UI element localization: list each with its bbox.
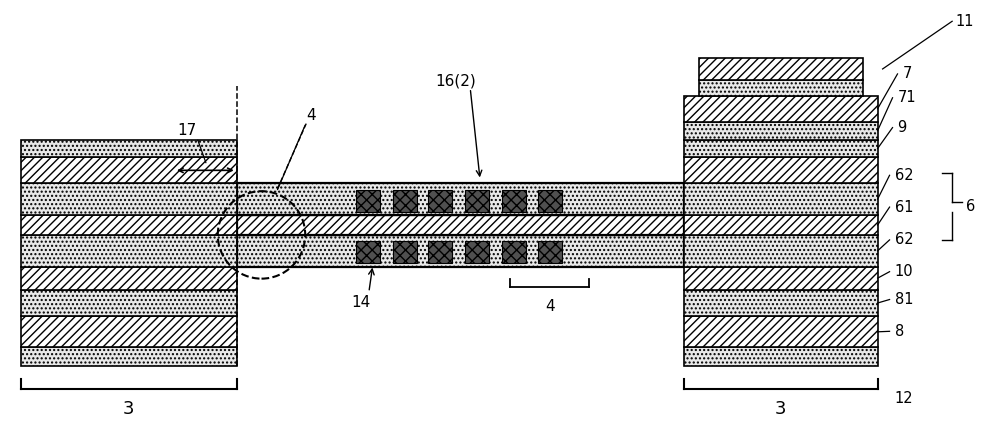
Text: 62: 62 <box>895 232 913 247</box>
Bar <box>684 158 878 183</box>
Bar <box>21 267 237 290</box>
Text: 10: 10 <box>895 264 913 279</box>
Text: 16(2): 16(2) <box>435 73 476 89</box>
Text: 81: 81 <box>895 292 913 307</box>
Bar <box>465 241 489 263</box>
Bar <box>538 190 562 212</box>
Text: 12: 12 <box>895 392 913 406</box>
Bar <box>684 121 878 140</box>
Bar <box>21 290 237 316</box>
Bar <box>21 158 237 183</box>
Bar <box>699 58 863 80</box>
Text: 17: 17 <box>177 123 197 138</box>
Bar <box>684 267 878 290</box>
Bar <box>428 190 452 212</box>
Bar <box>393 241 417 263</box>
Bar <box>502 241 526 263</box>
Bar <box>356 190 380 212</box>
Bar <box>237 215 684 235</box>
Text: 6: 6 <box>966 199 975 214</box>
Text: 62: 62 <box>895 168 913 183</box>
Bar <box>502 190 526 212</box>
Bar <box>428 241 452 263</box>
Text: 4: 4 <box>545 299 555 314</box>
Bar <box>21 316 237 347</box>
Text: 11: 11 <box>955 14 974 29</box>
Bar <box>538 241 562 263</box>
Bar <box>21 215 237 235</box>
Bar <box>684 183 878 215</box>
Bar <box>699 80 863 96</box>
Bar <box>21 183 237 215</box>
Text: 3: 3 <box>123 400 135 418</box>
Bar <box>21 347 237 366</box>
Bar <box>684 316 878 347</box>
Bar <box>684 215 878 235</box>
Bar <box>465 190 489 212</box>
Text: 9: 9 <box>898 120 907 135</box>
Bar <box>684 347 878 366</box>
Bar <box>21 235 237 267</box>
Bar <box>684 290 878 316</box>
Bar <box>684 235 878 267</box>
Text: 3: 3 <box>775 400 786 418</box>
Text: 14: 14 <box>351 295 370 310</box>
Bar <box>237 235 684 267</box>
Bar <box>356 241 380 263</box>
Text: 61: 61 <box>895 200 913 214</box>
Text: 71: 71 <box>898 90 916 105</box>
Bar <box>684 140 878 158</box>
Text: 4: 4 <box>306 108 316 123</box>
Bar <box>237 183 684 215</box>
Text: 7: 7 <box>902 66 912 81</box>
Text: 8: 8 <box>895 324 904 339</box>
Bar <box>21 140 237 158</box>
Bar <box>393 190 417 212</box>
Bar <box>684 96 878 121</box>
